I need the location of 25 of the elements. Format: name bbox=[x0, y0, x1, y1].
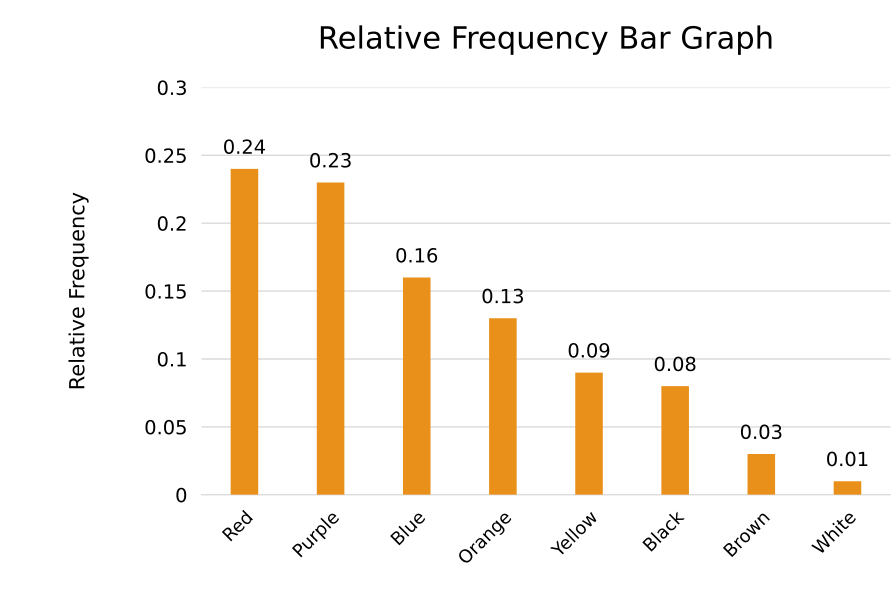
data-label: 0.23 bbox=[310, 152, 351, 168]
bar bbox=[230, 168, 258, 495]
y-tick-label: 0.05 bbox=[145, 420, 186, 435]
data-label: 0.16 bbox=[396, 248, 438, 263]
y-tick-label: 0.15 bbox=[145, 284, 186, 299]
y-tick-label: 0 bbox=[176, 488, 186, 502]
bar bbox=[316, 182, 344, 495]
bar bbox=[834, 481, 862, 495]
bar bbox=[489, 318, 517, 495]
y-tick-label: 0.2 bbox=[158, 216, 186, 231]
data-label: 0.24 bbox=[224, 139, 266, 154]
bar bbox=[402, 278, 431, 495]
data-label: 0.01 bbox=[827, 452, 868, 466]
y-axis-title: Relative Frequency bbox=[68, 192, 89, 388]
bar bbox=[575, 372, 603, 495]
data-label: 0.13 bbox=[482, 288, 523, 304]
y-tick-label: 0.3 bbox=[158, 80, 186, 96]
bar bbox=[661, 386, 689, 495]
bar bbox=[748, 454, 776, 495]
data-label: 0.09 bbox=[568, 342, 610, 358]
data-label: 0.03 bbox=[740, 424, 782, 440]
y-tick-label: 0.1 bbox=[158, 352, 186, 367]
chart-title: Relative Frequency Bar Graph bbox=[320, 25, 772, 55]
y-tick-label: 0.25 bbox=[145, 148, 186, 164]
data-label: 0.08 bbox=[654, 356, 696, 372]
